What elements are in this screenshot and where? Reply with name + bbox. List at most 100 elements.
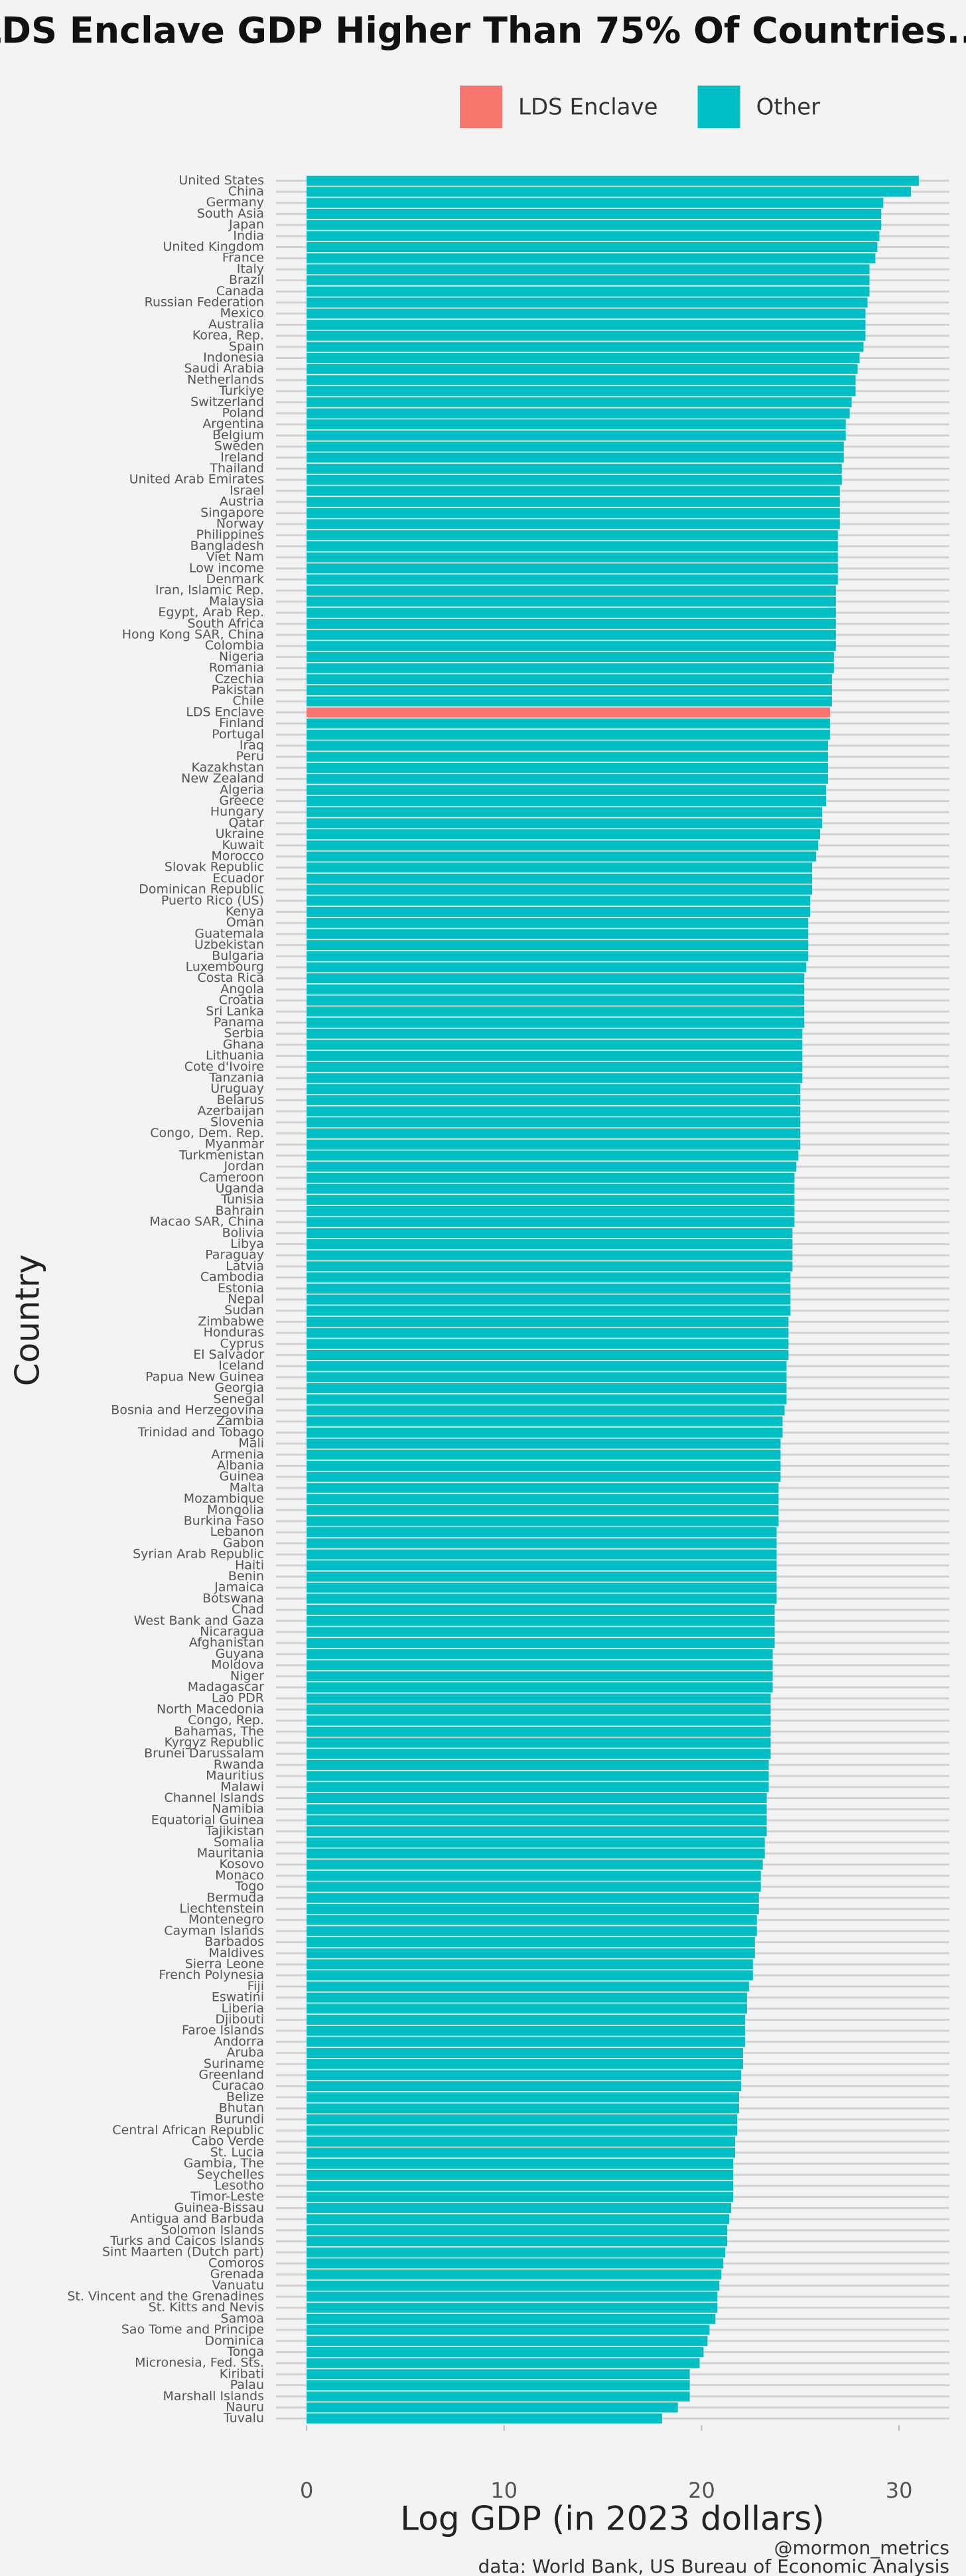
y-tick-label: Turkmenistan: [178, 1148, 264, 1162]
y-tick-label: Guatemala: [194, 926, 264, 941]
bar: [307, 1926, 757, 1936]
bar: [307, 1759, 769, 1770]
bar: [307, 1549, 777, 1560]
bar: [307, 1737, 771, 1748]
y-tick-label: Lao PDR: [212, 1691, 264, 1706]
bar: [307, 1593, 777, 1604]
bar: [307, 973, 805, 984]
bar: [307, 1793, 767, 1803]
y-tick-label: Sierra Leone: [185, 1956, 264, 1971]
y-tick-label: Liechtenstein: [179, 1901, 264, 1916]
bar: [307, 1184, 795, 1194]
bar: [307, 1749, 771, 1759]
y-tick-label: Luxembourg: [186, 960, 264, 975]
y-tick-label: Papua New Guinea: [145, 1369, 264, 1384]
y-tick-label: Grenada: [210, 2267, 264, 2281]
y-tick-label: Slovenia: [210, 1115, 264, 1129]
bar: [307, 1006, 805, 1017]
bar: [307, 530, 838, 541]
bar: [307, 1605, 775, 1615]
y-tick-label: New Zealand: [181, 772, 264, 786]
bar: [307, 1682, 773, 1692]
y-tick-label: Suriname: [204, 2057, 264, 2071]
bar: [307, 386, 856, 397]
y-tick-label: United States: [178, 173, 264, 188]
y-tick-label: Nicaragua: [200, 1624, 264, 1639]
y-tick-label: Sint Maarten (Dutch part): [102, 2245, 264, 2260]
y-tick-label: Central African Republic: [112, 2123, 264, 2137]
y-tick-label: Armenia: [211, 1447, 264, 1461]
y-tick-label: Slovak Republic: [165, 860, 264, 874]
y-tick-label: South Asia: [197, 206, 264, 221]
y-tick-label: Guinea: [220, 1469, 264, 1484]
bar: [307, 1948, 755, 1958]
bar: [307, 231, 880, 241]
bar: [307, 1615, 775, 1626]
bar: [307, 2270, 722, 2280]
bar: [307, 1992, 747, 2003]
bar: [307, 1893, 759, 1903]
y-tick-label: United Kingdom: [163, 239, 264, 254]
bar: [307, 1205, 795, 1216]
bar: [307, 1815, 767, 1826]
bar: [307, 1693, 771, 1704]
y-tick-label: Belize: [226, 2090, 264, 2104]
bar: [307, 2081, 741, 2092]
y-tick-label: Russian Federation: [145, 295, 264, 310]
y-tick-label: Guyana: [216, 1647, 264, 1661]
y-tick-label: Angola: [220, 982, 264, 996]
bar: [307, 1172, 795, 1183]
bar: [307, 1726, 771, 1737]
y-tick-label: Estonia: [218, 1281, 264, 1296]
bar: [307, 375, 856, 385]
bar: [307, 1627, 775, 1637]
bar: [307, 2380, 690, 2391]
bar: [307, 220, 882, 230]
y-tick-label: Kazakhstan: [192, 760, 264, 775]
y-tick-label: Belgium: [212, 428, 264, 442]
legend-label: LDS Enclave: [518, 94, 658, 121]
y-tick-label: Pakistan: [211, 683, 264, 697]
y-tick-label: Guinea-Bissau: [174, 2201, 264, 2215]
y-tick-label: Norway: [216, 517, 264, 531]
bar: [307, 1095, 801, 1105]
y-tick-label: India: [233, 228, 264, 243]
y-tick-label: Benin: [228, 1569, 264, 1584]
bar: [307, 718, 830, 729]
bar: [307, 297, 868, 308]
y-tick-label: Malawi: [220, 1779, 264, 1794]
bar: [307, 585, 836, 596]
y-tick-label: Georgia: [215, 1381, 265, 1395]
bar: [307, 2402, 678, 2413]
bar: [307, 2303, 718, 2313]
x-tick-label: 0: [300, 2478, 313, 2503]
bar: [307, 1339, 789, 1349]
bar: [307, 729, 830, 740]
y-tick-label: Saudi Arabia: [184, 362, 264, 376]
y-tick-label: Algeria: [220, 782, 264, 797]
bar: [307, 1195, 795, 1205]
y-tick-label: Chile: [232, 694, 264, 709]
bar: [307, 1150, 799, 1161]
bar: [307, 1106, 801, 1117]
bar: [307, 752, 828, 762]
bar: [307, 1084, 801, 1095]
bar: [307, 1450, 781, 1460]
y-tick-label: Bolivia: [222, 1225, 264, 1240]
y-tick-label: Niger: [230, 1668, 264, 1683]
y-tick-label: Channel Islands: [165, 1791, 264, 1805]
y-tick-label: Viet Nam: [206, 550, 264, 565]
bar: [307, 1483, 779, 1493]
bar: [307, 2059, 743, 2069]
y-tick-label: Fiji: [247, 1979, 264, 1994]
bar: [307, 818, 823, 829]
bar: [307, 1217, 795, 1227]
bar: [307, 408, 850, 419]
bar: [307, 1937, 755, 1948]
y-tick-label: Cyprus: [220, 1336, 264, 1351]
y-tick-label: Chad: [232, 1602, 264, 1617]
bar: [307, 1028, 803, 1039]
bar: [307, 2159, 734, 2169]
bar: [307, 1848, 765, 1859]
bar: [307, 1527, 777, 1538]
